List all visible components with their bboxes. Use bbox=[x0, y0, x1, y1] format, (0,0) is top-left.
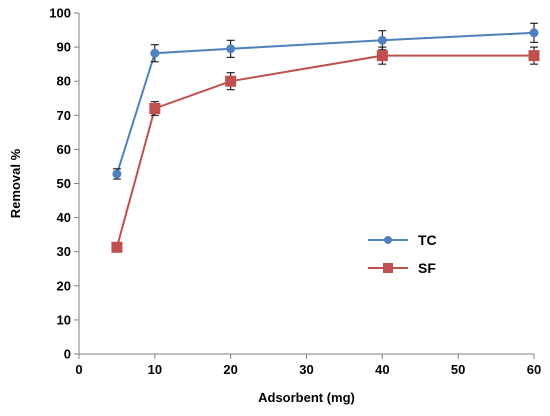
x-tick-label: 40 bbox=[375, 362, 389, 377]
series-line-tc bbox=[115, 31, 535, 175]
y-tick-label: 0 bbox=[64, 347, 71, 362]
legend-label: TC bbox=[418, 232, 437, 248]
series-sf bbox=[111, 46, 540, 253]
x-tick-label: 0 bbox=[75, 362, 82, 377]
x-axis-ticks: 0 10 20 30 40 50 60 bbox=[75, 354, 541, 377]
data-point-sf bbox=[376, 50, 388, 62]
data-point-tc bbox=[112, 169, 122, 179]
x-tick-label: 60 bbox=[527, 362, 541, 377]
legend-marker bbox=[384, 236, 392, 244]
y-tick-label: 30 bbox=[57, 244, 71, 259]
y-tick-label: 20 bbox=[57, 278, 71, 293]
y-axis-ticks: 0 10 20 30 40 50 60 70 80 90 100 bbox=[49, 6, 79, 362]
data-point-sf bbox=[528, 50, 540, 62]
plot-area bbox=[111, 22, 540, 253]
x-tick-label: 20 bbox=[223, 362, 237, 377]
x-axis-title: Adsorbent (mg) bbox=[258, 390, 355, 405]
data-point-sf bbox=[111, 241, 123, 253]
series-line-sf bbox=[115, 54, 534, 248]
data-point-tc bbox=[226, 44, 236, 54]
legend: TC SF bbox=[368, 232, 437, 276]
data-point-sf bbox=[225, 75, 237, 87]
y-tick-label: 40 bbox=[57, 210, 71, 225]
data-point-tc bbox=[150, 48, 160, 58]
x-tick-label: 10 bbox=[148, 362, 162, 377]
y-tick-label: 80 bbox=[57, 74, 71, 89]
y-tick-label: 50 bbox=[57, 176, 71, 191]
x-tick-label: 30 bbox=[299, 362, 313, 377]
data-point-tc bbox=[529, 28, 539, 38]
legend-marker bbox=[383, 263, 393, 273]
y-tick-label: 10 bbox=[57, 312, 71, 327]
legend-item-sf: SF bbox=[368, 260, 436, 276]
y-tick-label: 60 bbox=[57, 142, 71, 157]
legend-item-tc: TC bbox=[368, 232, 437, 248]
legend-label: SF bbox=[418, 260, 436, 276]
data-point-tc bbox=[377, 35, 387, 45]
x-tick-label: 50 bbox=[451, 362, 465, 377]
y-tick-label: 90 bbox=[57, 40, 71, 55]
y-tick-label: 100 bbox=[49, 6, 71, 21]
data-point-sf bbox=[149, 102, 161, 114]
y-tick-label: 70 bbox=[57, 108, 71, 123]
y-axis-title: Removal % bbox=[8, 148, 23, 218]
